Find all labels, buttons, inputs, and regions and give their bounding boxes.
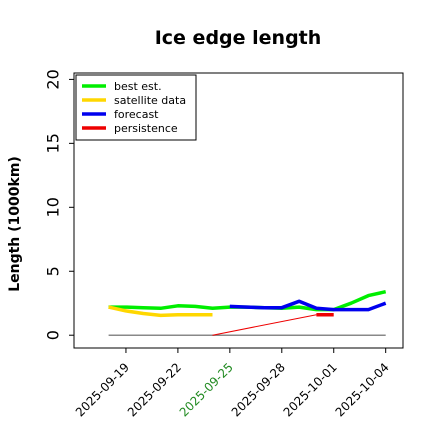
chart-title: Ice edge length: [155, 27, 322, 49]
series-layer: [108, 289, 387, 336]
x-tick-label: 2025-09-28: [229, 360, 288, 419]
y-tick-label: 0: [44, 330, 63, 340]
legend-label-forecast: forecast: [114, 108, 159, 121]
series-line-forecast: [229, 299, 387, 312]
connector-line: [212, 314, 317, 336]
plot-frame: [73, 72, 404, 349]
series-line-satellite-data: [108, 305, 213, 318]
y-tick-label: 20: [44, 69, 63, 89]
x-tick-label: 2025-10-04: [333, 360, 392, 419]
legend-label-persistence: persistence: [114, 122, 178, 135]
legend-label-satellite-data: satellite data: [114, 94, 186, 107]
y-axis-label: Length (1000km): [7, 156, 23, 292]
x-tick-label: 2025-10-01: [281, 360, 340, 419]
x-tick-label: 2025-09-22: [125, 360, 184, 419]
legend-label-best-est: best est.: [114, 80, 162, 93]
x-tick-label: 2025-09-19: [73, 360, 132, 419]
y-tick-label: 15: [44, 133, 63, 153]
y-tick-label: 5: [44, 266, 63, 276]
x-tick-label: 2025-09-25: [177, 360, 236, 419]
y-tick-label: 10: [44, 197, 63, 217]
legend: best est.satellite dataforecastpersisten…: [75, 74, 197, 141]
